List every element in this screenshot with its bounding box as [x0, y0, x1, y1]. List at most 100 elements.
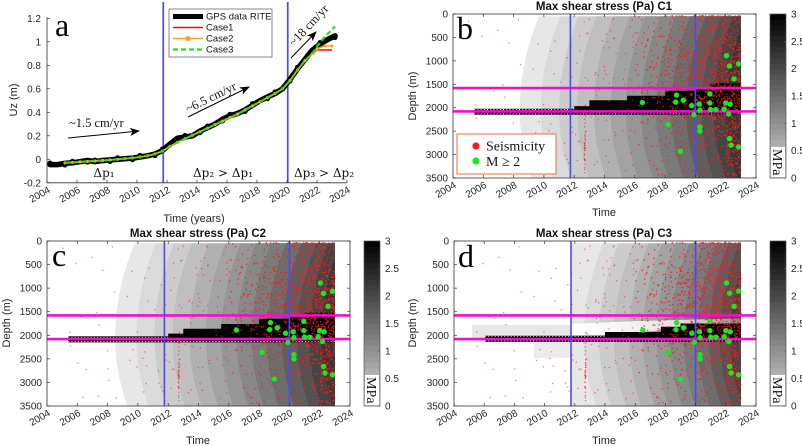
seismicity-event	[657, 17, 659, 19]
seismicity-event	[712, 20, 714, 23]
seismicity-event	[681, 171, 683, 173]
seismicity-event	[298, 261, 300, 263]
seismicity-event	[323, 356, 325, 358]
seismicity-event	[292, 322, 295, 324]
seismicity-event	[722, 124, 724, 126]
seismicity-event	[736, 282, 738, 285]
seismicity-event	[504, 395, 507, 397]
seismicity-event	[258, 372, 260, 374]
seismicity-event	[705, 144, 708, 146]
seismicity-event	[722, 77, 724, 79]
seismicity-event	[265, 347, 267, 349]
seismicity-event	[646, 69, 648, 71]
seismicity-event	[739, 55, 741, 58]
seismicity-event	[584, 131, 586, 133]
seismicity-event	[244, 277, 246, 279]
seismicity-event	[726, 302, 728, 304]
seismicity-event	[683, 102, 685, 104]
seismicity-event	[324, 271, 326, 273]
seismicity-event	[703, 335, 705, 337]
seismicity-event	[725, 382, 727, 384]
seismicity-event	[733, 363, 735, 366]
seismicity-event	[726, 369, 729, 371]
seismicity-event	[716, 403, 718, 405]
seismicity-event	[657, 57, 659, 60]
seismicity-event	[724, 245, 726, 248]
seismicity-event	[705, 282, 707, 285]
seismicity-event	[714, 50, 716, 53]
seismicity-event	[738, 98, 740, 100]
seismicity-event	[169, 336, 171, 338]
seismicity-event	[136, 366, 138, 368]
seismicity-event	[261, 285, 264, 287]
seismicity-event	[98, 395, 100, 397]
seismicity-event	[716, 41, 719, 43]
seismicity-event	[691, 316, 693, 318]
seismicity-event	[307, 310, 309, 312]
seismicity-event	[261, 382, 263, 385]
seismicity-event	[687, 251, 689, 253]
seismicity-event	[724, 291, 726, 294]
seismicity-event	[299, 310, 302, 312]
y-tick-label: 1000	[426, 56, 449, 67]
seismicity-event	[664, 46, 666, 48]
seismicity-event	[728, 96, 730, 98]
seismicity-event	[290, 290, 292, 292]
seismicity-event	[717, 317, 719, 320]
seismicity-event	[662, 283, 664, 285]
seismicity-event	[716, 301, 718, 303]
seismicity-event	[737, 130, 739, 133]
seismicity-event	[696, 262, 698, 264]
seismicity-event	[735, 74, 737, 77]
seismicity-event	[240, 365, 242, 367]
seismicity-event	[709, 125, 711, 127]
seismicity-event	[725, 66, 727, 68]
seismicity-event	[732, 117, 734, 119]
seismicity-event	[680, 146, 682, 148]
seismicity-event	[160, 284, 162, 286]
seismicity-event	[251, 373, 253, 375]
m2-event	[726, 111, 732, 117]
seismicity-event	[300, 329, 302, 331]
seismicity-event	[662, 55, 664, 57]
seismicity-event	[330, 256, 333, 258]
seismicity-event	[711, 356, 713, 359]
seismicity-event	[671, 59, 673, 61]
seismicity-event	[692, 78, 694, 80]
seismicity-event	[724, 38, 726, 40]
seismicity-event	[329, 266, 331, 268]
seismicity-event	[292, 342, 294, 344]
seismicity-event	[270, 304, 273, 306]
seismicity-event	[733, 144, 735, 146]
seismicity-event	[736, 261, 738, 263]
seismicity-event	[242, 310, 244, 312]
seismicity-event	[656, 102, 658, 104]
seismicity-event	[300, 288, 303, 290]
seismicity-event	[520, 63, 522, 66]
seismicity-event	[319, 352, 322, 355]
seismicity-event	[247, 324, 249, 326]
seismicity-event	[728, 15, 731, 17]
seismicity-event	[178, 359, 180, 361]
seismicity-event	[722, 73, 724, 75]
seismicity-event	[550, 123, 552, 125]
seismicity-event	[725, 364, 727, 366]
seismicity-event	[273, 267, 275, 269]
seismicity-event	[317, 245, 320, 248]
seismicity-event	[714, 355, 716, 357]
seismicity-event	[685, 66, 687, 69]
seismicity-event	[684, 115, 686, 117]
seismicity-event	[717, 309, 719, 311]
seismicity-event	[724, 323, 726, 326]
seismicity-event	[676, 55, 678, 58]
seismicity-event	[325, 354, 327, 356]
seismicity-event	[293, 351, 295, 353]
seismicity-event	[311, 263, 313, 265]
seismicity-event	[662, 46, 664, 49]
seismicity-event	[721, 157, 724, 159]
seismicity-event	[287, 327, 290, 329]
seismicity-event	[667, 387, 669, 389]
seismicity-event	[700, 268, 703, 271]
seismicity-event	[735, 390, 737, 393]
seismicity-event	[693, 316, 696, 319]
